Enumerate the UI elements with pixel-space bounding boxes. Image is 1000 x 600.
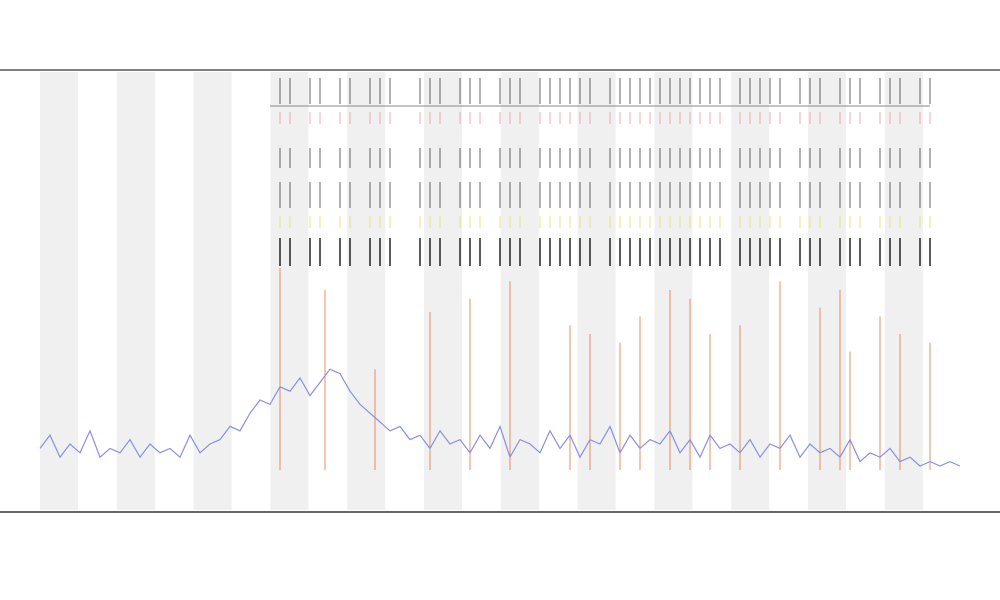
band	[40, 72, 78, 510]
band	[500, 72, 539, 510]
band	[270, 72, 309, 510]
band	[884, 72, 923, 510]
background-bands	[40, 72, 923, 510]
band	[347, 72, 386, 510]
signal-line	[39, 368, 961, 467]
band	[116, 72, 155, 510]
band	[731, 72, 770, 510]
band	[193, 72, 232, 510]
band	[577, 72, 616, 510]
